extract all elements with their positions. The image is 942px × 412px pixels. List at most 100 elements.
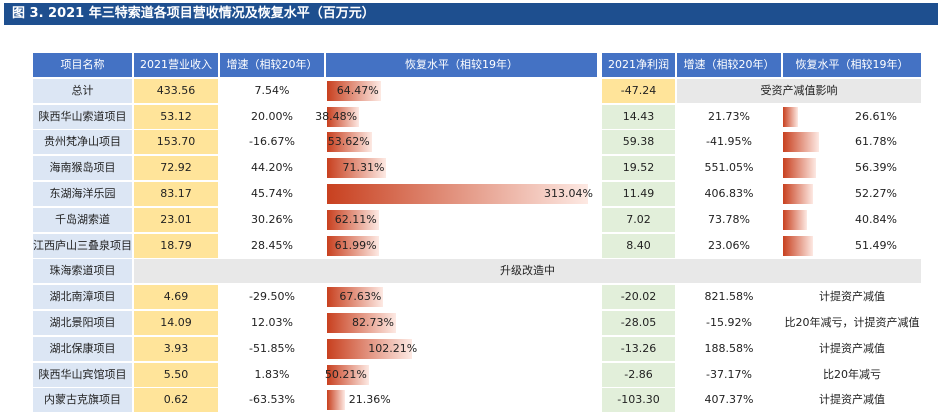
recovery-bar xyxy=(327,106,360,127)
recovery-label: 21.36% xyxy=(348,393,391,407)
recovery-bar xyxy=(327,80,381,101)
project-name: 贵州梵净山项目 xyxy=(33,130,132,155)
growth-cell: 1.83% xyxy=(254,367,290,381)
recovery-label: 82.73% xyxy=(351,316,394,329)
table-row: 江西庐山三叠泉项目 18.79 28.45% 61.99% 8.40 23.06% 51.4… xyxy=(0,233,942,258)
profit-cell: 7.02 xyxy=(602,207,675,232)
revenue-cell: 23.01 xyxy=(134,207,218,232)
revenue-cell: 3.93 xyxy=(134,336,218,361)
profit-cell: 11.49 xyxy=(602,182,675,206)
recovery-label: 53.62% xyxy=(327,135,370,149)
project-name: 总计 xyxy=(33,78,132,103)
project-name: 陕西华山宾馆项目 xyxy=(33,362,132,387)
profit-growth-cell: 73.78% xyxy=(708,212,750,226)
project-name: 珠海索道项目 xyxy=(33,259,132,284)
header-cell: 恢复水平（相较19年） xyxy=(326,53,597,77)
profit-cell: 19.52 xyxy=(602,156,675,181)
growth-cell: 28.45% xyxy=(251,238,293,252)
revenue-cell: 18.79 xyxy=(134,233,218,258)
header-cell: 2021净利润 xyxy=(602,53,675,77)
profit-growth-cell: 406.83% xyxy=(704,187,754,200)
table-row: 千岛湖索道 23.01 30.26% 62.11% 7.02 73.78% 40.84% xyxy=(0,207,942,232)
header-cell: 项目名称 xyxy=(33,53,132,77)
project-name: 东湖海洋乐园 xyxy=(33,182,132,206)
profit-growth-cell: -15.92% xyxy=(706,316,752,329)
profit-growth-cell: -37.17% xyxy=(706,367,752,381)
recovery-bar xyxy=(327,158,387,179)
table-row: 陕西华山宾馆项目 5.50 1.83% 50.21% -2.86 -37.17% 比20年减… xyxy=(0,362,942,387)
growth-cell: -29.50% xyxy=(249,290,295,304)
growth-cell: 7.54% xyxy=(254,83,290,97)
project-name: 内蒙古克旗项目 xyxy=(33,388,132,412)
profit-recovery-label: 40.84% xyxy=(855,212,897,226)
revenue-cell: 83.17 xyxy=(134,182,218,206)
profit-growth-cell: 551.05% xyxy=(704,161,754,175)
profit-growth-cell: 21.73% xyxy=(708,109,750,123)
growth-cell: 20.00% xyxy=(251,109,293,123)
profit-recovery-bar xyxy=(783,106,799,127)
profit-cell: 8.40 xyxy=(602,233,675,258)
revenue-cell: 53.12 xyxy=(134,104,218,129)
profit-remark: 比20年减亏，计提资产减值 xyxy=(784,316,920,329)
growth-cell: -16.67% xyxy=(249,135,295,149)
table-row: 湖北南漳项目 4.69 -29.50% 67.63% -20.02 821.58% 计提资产… xyxy=(0,285,942,310)
table-row: 湖北保康项目 3.93 -51.85% 102.21% -13.26 188.58% 计提资… xyxy=(0,336,942,361)
project-name: 陕西华山索道项目 xyxy=(33,104,132,129)
recovery-label: 313.04% xyxy=(544,187,593,200)
table-row: 湖北景阳项目 14.09 12.03% 82.73% -28.05 -15.92% 比20年… xyxy=(0,311,942,335)
profit-recovery-label: 51.49% xyxy=(855,238,897,252)
recovery-label: 62.11% xyxy=(334,212,377,226)
merged-status: 升级改造中 xyxy=(134,259,921,284)
profit-growth-cell: 407.37% xyxy=(704,393,754,407)
table-header: 项目名称 2021营业收入 增速（相较20年） 恢复水平（相较19年） 2021净利润增… xyxy=(0,53,942,77)
revenue-cell: 5.50 xyxy=(134,362,218,387)
recovery-bar xyxy=(327,235,379,256)
recovery-label: 50.21% xyxy=(324,367,367,381)
profit-remark: 计提资产减值 xyxy=(819,290,885,304)
profit-recovery-bar xyxy=(783,209,807,230)
project-name: 千岛湖索道 xyxy=(33,207,132,232)
table-row: 珠海索道项目 升级改造中 xyxy=(0,259,942,284)
revenue-cell: 0.62 xyxy=(134,388,218,412)
header-cell: 增速（相较20年） xyxy=(677,53,781,77)
project-name: 湖北南漳项目 xyxy=(33,285,132,310)
recovery-label: 61.99% xyxy=(334,238,377,252)
profit-remark: 比20年减亏 xyxy=(823,367,881,381)
recovery-label: 71.31% xyxy=(342,161,385,175)
growth-cell: 44.20% xyxy=(251,161,293,175)
profit-recovery-bar xyxy=(783,184,814,204)
revenue-cell: 14.09 xyxy=(134,311,218,335)
recovery-bar xyxy=(327,184,588,204)
recovery-label: 67.63% xyxy=(339,290,382,304)
growth-cell: 45.74% xyxy=(251,187,293,200)
header-cell: 增速（相较20年） xyxy=(220,53,324,77)
profit-cell: -47.24 xyxy=(602,78,675,103)
recovery-bar xyxy=(327,313,396,333)
table-row: 内蒙古克旗项目 0.62 -63.53% 21.36% -103.30 407.37% 计提… xyxy=(0,388,942,412)
profit-growth-cell: -41.95% xyxy=(706,135,752,149)
table-row: 海南猴岛项目 72.92 44.20% 71.31% 19.52 551.05% 56.39… xyxy=(0,156,942,181)
profit-recovery-label: 56.39% xyxy=(855,161,897,175)
profit-cell: 14.43 xyxy=(602,104,675,129)
project-name: 江西庐山三叠泉项目 xyxy=(33,233,132,258)
figure-title: 图 3. 2021 年三特索道各项目营收情况及恢复水平（百万元） xyxy=(4,3,938,25)
profit-growth-cell: 821.58% xyxy=(704,290,754,304)
recovery-label: 38.48% xyxy=(315,109,358,123)
recovery-label: 64.47% xyxy=(336,83,379,97)
profit-note: 受资产减值影响 xyxy=(677,78,921,103)
profit-cell: -28.05 xyxy=(602,311,675,335)
profit-growth-cell: 23.06% xyxy=(708,238,750,252)
recovery-bar xyxy=(327,132,372,153)
growth-cell: -51.85% xyxy=(249,341,295,355)
growth-cell: -63.53% xyxy=(249,393,295,407)
profit-cell: -13.26 xyxy=(602,336,675,361)
profit-remark: 计提资产减值 xyxy=(819,341,885,355)
recovery-bar xyxy=(327,287,384,308)
profit-recovery-bar xyxy=(783,158,816,179)
profit-recovery-label: 26.61% xyxy=(855,109,897,123)
project-name: 湖北保康项目 xyxy=(33,336,132,361)
project-name: 海南猴岛项目 xyxy=(33,156,132,181)
profit-cell: -103.30 xyxy=(602,388,675,412)
revenue-table: 项目名称 2021营业收入 增速（相较20年） 恢复水平（相较19年） 2021净利润增… xyxy=(0,53,942,412)
profit-remark: 计提资产减值 xyxy=(819,393,885,407)
